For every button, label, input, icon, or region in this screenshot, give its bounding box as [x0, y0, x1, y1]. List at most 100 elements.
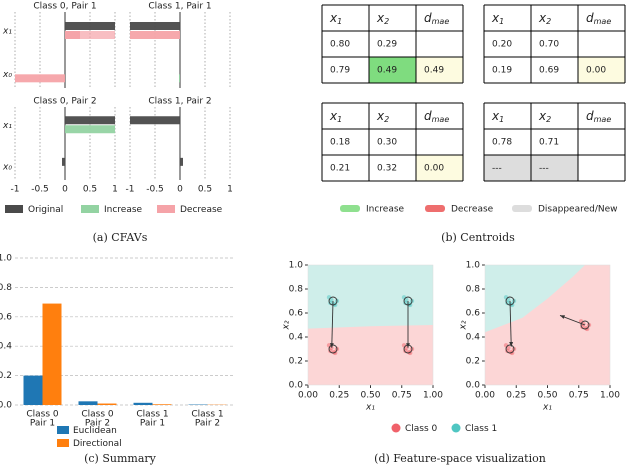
x-tick-label: 0.50	[360, 391, 380, 401]
x-axis-label: x₁	[365, 403, 375, 413]
y-tick-label: 0.6	[289, 309, 304, 319]
header-cell: dmae	[586, 109, 611, 124]
header-cell: dmae	[586, 11, 611, 26]
x-tick-label: 0.5	[83, 185, 97, 195]
arrow	[509, 300, 512, 347]
table-cell: 0.49	[377, 66, 397, 76]
arrow	[331, 300, 334, 348]
x-tick-label: Pair 2	[85, 419, 110, 429]
header-sub: 1	[337, 115, 342, 124]
header-sub: 2	[384, 17, 389, 26]
bar	[65, 31, 115, 39]
y-tick-label: 0.0	[466, 381, 481, 391]
y-tick-label: 0.6	[0, 312, 12, 322]
x-tick-label: 1.00	[423, 391, 443, 401]
header-sub: mae	[594, 17, 612, 26]
bar	[130, 31, 180, 39]
header-base: x	[376, 109, 385, 123]
header-cell: x2	[376, 109, 389, 124]
header-base: x	[329, 109, 338, 123]
bar	[15, 74, 65, 83]
x-tick-label: -1	[126, 185, 135, 195]
bar	[152, 404, 172, 405]
caption: (d) Feature-space visualization	[374, 452, 546, 465]
header-cell: dmae	[424, 109, 449, 124]
x-tick-label: 0.25	[506, 391, 526, 401]
table-cell: 0.32	[377, 164, 397, 174]
header-base: x	[376, 11, 385, 25]
table-cell: 0.21	[330, 164, 350, 174]
legend-label: Disappeared/New	[538, 205, 618, 215]
header-base: d	[586, 109, 594, 123]
header-cell: x2	[538, 109, 551, 124]
x-tick-label: 0.00	[298, 391, 318, 401]
table-cell: 0.19	[492, 66, 512, 76]
legend-swatch	[57, 426, 69, 434]
header-sub: 1	[499, 115, 504, 124]
x-tick-label: 0.75	[569, 391, 589, 401]
x-tick-label: 1	[227, 185, 233, 195]
table-cell: 0.80	[330, 40, 350, 50]
legend-label: Increase	[366, 205, 405, 215]
x-tick-label: Class 1	[191, 410, 223, 420]
x-tick-label: Pair 1	[30, 419, 55, 429]
table-cell: 0.70	[539, 40, 559, 50]
x-tick-label: 0	[62, 185, 68, 195]
table-cell: ---	[539, 164, 549, 174]
cell-highlight	[416, 155, 463, 181]
table-cell: ---	[492, 164, 502, 174]
y-tick-label: 0.2	[0, 371, 12, 381]
cell-highlight	[369, 57, 416, 83]
y-tick-label: 0.4	[466, 333, 481, 343]
y-tick-label: 1.0	[466, 261, 481, 271]
centroid	[505, 344, 515, 354]
x-tick-label: 0.75	[392, 391, 412, 401]
x-tick-label: 0	[177, 185, 183, 195]
legend-label: Class 1	[465, 424, 497, 434]
y-tick-label: 0.4	[289, 333, 304, 343]
y-tick-label: 1.0	[0, 254, 12, 264]
centroid	[580, 320, 590, 330]
bar	[23, 375, 43, 405]
header-sub: mae	[594, 115, 612, 124]
bar	[180, 157, 183, 166]
x-tick-label: 0.5	[198, 185, 212, 195]
legend-swatch	[157, 205, 175, 213]
cell-highlight	[416, 57, 463, 83]
table-cell: 0.30	[377, 138, 397, 148]
bar	[133, 402, 153, 405]
bar	[179, 74, 180, 83]
subplot-title: Class 1, Pair 2	[148, 97, 211, 107]
bar	[62, 157, 65, 166]
header-sub: 2	[546, 115, 551, 124]
header-cell: x2	[376, 11, 389, 26]
caption: (b) Centroids	[441, 231, 515, 244]
x-tick-label: 0.25	[329, 391, 349, 401]
arrow-head	[509, 341, 514, 347]
legend-swatch	[5, 205, 23, 213]
bar	[97, 403, 117, 405]
x-tick-label: Class 0	[81, 410, 114, 420]
x-axis-label: x₁	[542, 403, 552, 413]
bar	[65, 22, 115, 30]
arrow-head	[406, 343, 410, 348]
header-sub: 1	[337, 17, 342, 26]
cell-highlight	[531, 155, 578, 181]
table-cell: 0.18	[330, 138, 350, 148]
legend-swatch	[340, 205, 360, 212]
y-tick-label: 0.2	[466, 357, 480, 367]
table-cell: 0.78	[492, 138, 512, 148]
subplot-title: Class 0, Pair 1	[33, 2, 96, 12]
header-base: d	[586, 11, 594, 25]
subplot-title: Class 1, Pair 1	[148, 2, 211, 12]
header-base: x	[491, 109, 500, 123]
cell-highlight	[578, 57, 625, 83]
legend-label: Class 0	[405, 424, 438, 434]
header-sub: mae	[432, 115, 450, 124]
x-tick-label: 0.50	[537, 391, 557, 401]
header-cell: x1	[491, 109, 504, 124]
x-tick-label: 1.00	[600, 391, 620, 401]
class-region	[485, 265, 610, 385]
header-sub: 1	[499, 17, 504, 26]
